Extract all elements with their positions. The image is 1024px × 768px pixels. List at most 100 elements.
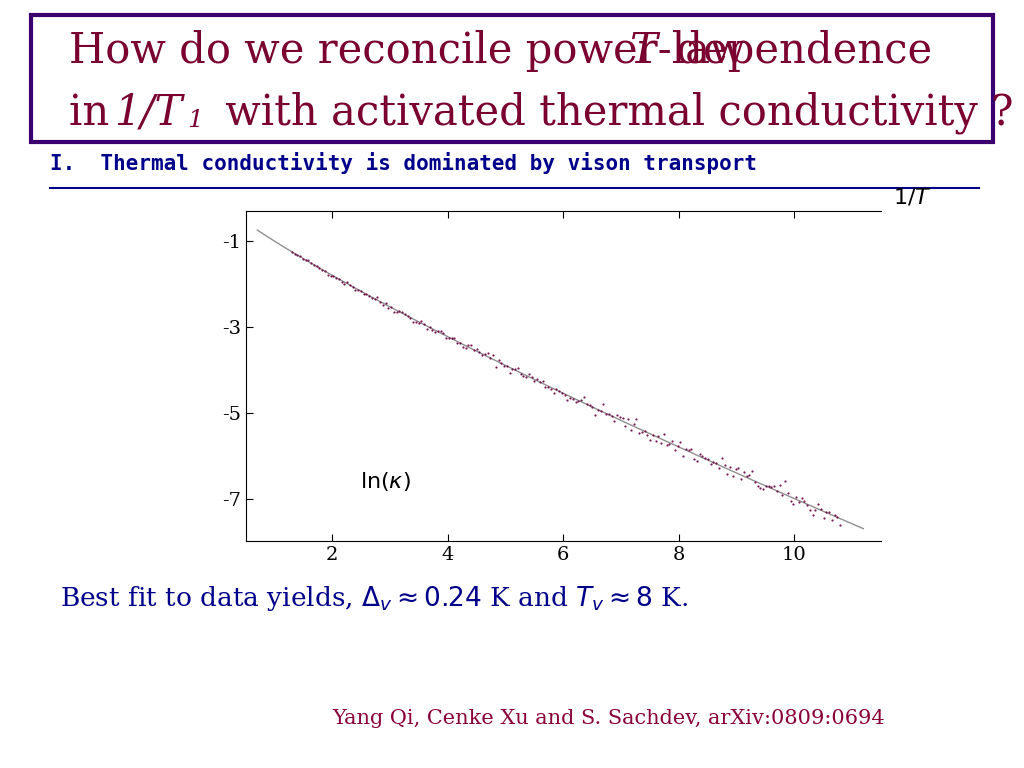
Text: Best fit to data yields, $\Delta_v \approx 0.24$ K and $T_v \approx 8$ K.: Best fit to data yields, $\Delta_v \appr… — [59, 584, 688, 613]
Point — [325, 270, 341, 283]
Point — [667, 444, 683, 456]
Point — [331, 273, 347, 285]
Text: 1: 1 — [187, 109, 204, 132]
Point — [556, 389, 572, 401]
Point — [664, 435, 680, 447]
Point — [708, 456, 724, 468]
Point — [471, 346, 487, 358]
Point — [791, 495, 807, 508]
Point — [419, 323, 435, 336]
Point — [609, 409, 626, 421]
Point — [681, 444, 697, 456]
Point — [730, 462, 746, 475]
Point — [601, 408, 617, 420]
Point — [314, 264, 331, 276]
Point — [647, 435, 664, 447]
Point — [546, 387, 562, 399]
Point — [755, 482, 771, 495]
Point — [463, 339, 479, 352]
Point — [741, 468, 758, 481]
Point — [623, 424, 639, 436]
Point — [352, 285, 369, 297]
Point — [794, 492, 810, 505]
Point — [300, 254, 316, 266]
Point — [494, 357, 510, 369]
FancyBboxPatch shape — [31, 15, 993, 142]
Point — [531, 376, 548, 388]
Point — [774, 488, 791, 501]
Point — [738, 469, 755, 482]
Point — [466, 344, 482, 356]
Text: dependence: dependence — [664, 30, 932, 72]
Point — [303, 257, 319, 269]
Point — [342, 280, 358, 292]
Point — [559, 393, 575, 406]
Point — [399, 310, 416, 323]
Point — [697, 452, 714, 464]
Point — [336, 277, 352, 290]
Point — [510, 362, 526, 374]
Point — [284, 246, 300, 258]
Point — [430, 324, 446, 336]
Point — [476, 348, 493, 360]
Point — [487, 361, 504, 373]
Point — [344, 280, 360, 293]
Point — [810, 498, 826, 511]
Point — [424, 323, 440, 336]
Point — [526, 375, 543, 387]
Point — [785, 498, 802, 510]
Point — [364, 291, 380, 303]
Point — [543, 382, 559, 395]
Point — [548, 383, 564, 396]
Text: I.  Thermal conductivity is dominated by vison transport: I. Thermal conductivity is dominated by … — [50, 152, 757, 174]
Point — [450, 336, 466, 349]
Point — [402, 312, 419, 324]
Point — [662, 438, 678, 450]
Point — [719, 468, 735, 481]
Point — [777, 475, 794, 487]
Point — [750, 480, 766, 492]
Point — [422, 321, 438, 333]
Text: How do we reconcile power-law: How do we reconcile power-law — [70, 30, 759, 72]
Point — [727, 463, 743, 475]
Point — [523, 371, 540, 383]
Point — [292, 250, 308, 262]
Point — [634, 426, 650, 439]
Point — [386, 306, 402, 318]
Point — [813, 503, 829, 515]
Point — [295, 253, 311, 265]
Point — [598, 408, 614, 420]
Point — [833, 519, 849, 531]
Point — [592, 405, 608, 417]
Point — [606, 415, 623, 428]
Point — [502, 366, 518, 379]
Point — [821, 505, 838, 518]
Point — [761, 479, 777, 492]
Text: 1/T: 1/T — [115, 92, 182, 134]
Point — [460, 339, 476, 352]
Text: in: in — [70, 92, 123, 134]
Point — [675, 449, 691, 462]
Point — [639, 429, 655, 441]
Point — [455, 340, 471, 353]
Point — [653, 436, 670, 449]
Point — [626, 418, 642, 430]
Point — [515, 370, 531, 382]
Text: Yang Qi, Cenke Xu and S. Sachdev, arXiv:0809:0694: Yang Qi, Cenke Xu and S. Sachdev, arXiv:… — [332, 710, 885, 728]
Point — [746, 476, 763, 488]
Point — [567, 396, 584, 408]
Point — [535, 375, 551, 387]
Point — [743, 465, 760, 477]
Point — [432, 325, 449, 337]
Point — [753, 482, 769, 494]
Point — [658, 439, 675, 451]
Point — [372, 296, 388, 308]
Point — [706, 455, 722, 468]
Point — [358, 287, 375, 300]
Point — [769, 485, 785, 497]
Point — [725, 470, 741, 482]
Point — [452, 337, 468, 349]
Point — [670, 439, 686, 452]
Point — [367, 293, 383, 306]
Point — [458, 343, 474, 355]
